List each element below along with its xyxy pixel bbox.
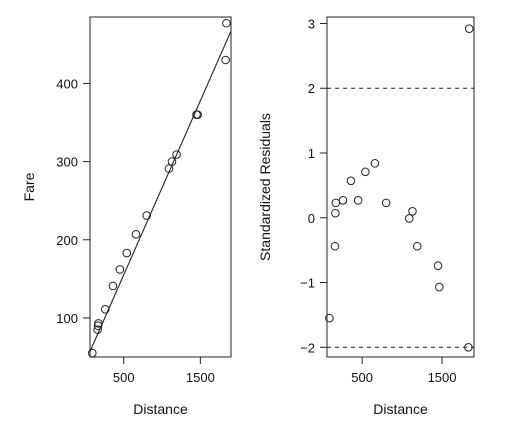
data-point bbox=[361, 167, 370, 177]
data-point bbox=[434, 282, 444, 292]
data-point bbox=[404, 214, 414, 223]
y-tick-label: −1 bbox=[300, 276, 315, 291]
y-tick-label: −2 bbox=[300, 340, 315, 355]
data-point bbox=[331, 198, 341, 208]
data-point bbox=[172, 150, 181, 159]
x-tick-label: 1500 bbox=[428, 370, 457, 385]
data-point bbox=[193, 110, 202, 120]
data-point bbox=[87, 348, 97, 358]
x-axis-title: Distance bbox=[133, 401, 188, 417]
data-point bbox=[370, 159, 380, 168]
data-point bbox=[346, 176, 356, 186]
data-point bbox=[464, 342, 473, 352]
data-point bbox=[93, 325, 102, 334]
y-tick-label: 300 bbox=[56, 155, 78, 170]
y-axis-title: Standardized Residuals bbox=[257, 113, 273, 261]
data-point bbox=[221, 55, 230, 65]
data-point bbox=[381, 198, 391, 208]
y-tick-label: 100 bbox=[56, 311, 78, 326]
data-point bbox=[331, 208, 340, 218]
y-tick-label: 400 bbox=[56, 76, 78, 91]
data-point bbox=[222, 18, 231, 28]
data-point bbox=[142, 211, 152, 220]
data-point bbox=[115, 265, 125, 274]
y-axis-title: Fare bbox=[21, 172, 37, 201]
y-tick-label: 200 bbox=[56, 233, 78, 248]
data-point bbox=[338, 195, 348, 205]
plot-frame bbox=[326, 16, 475, 358]
data-point bbox=[325, 313, 334, 323]
regression-line bbox=[89, 30, 232, 352]
data-point bbox=[108, 281, 118, 291]
y-tick-label: 1 bbox=[308, 146, 315, 161]
x-axis-title: Distance bbox=[373, 401, 428, 417]
x-tick-label: 500 bbox=[351, 370, 373, 385]
data-point bbox=[433, 261, 443, 270]
data-point bbox=[164, 164, 174, 173]
y-tick-label: 0 bbox=[308, 211, 315, 226]
x-tick-label: 1500 bbox=[186, 370, 215, 385]
data-point bbox=[330, 241, 340, 251]
data-point bbox=[101, 305, 110, 314]
data-point bbox=[353, 195, 363, 205]
data-point bbox=[131, 229, 141, 239]
data-point bbox=[122, 248, 132, 258]
data-point bbox=[464, 24, 474, 33]
data-point bbox=[412, 241, 422, 251]
y-tick-label: 3 bbox=[308, 16, 315, 31]
data-point bbox=[94, 319, 103, 328]
plot-frame bbox=[89, 16, 232, 358]
data-point bbox=[408, 206, 417, 216]
y-tick-label: 2 bbox=[308, 81, 315, 96]
fare-vs-distance-panel: 500 1500 100 200 300 400 Distance Fare bbox=[21, 16, 232, 417]
x-tick-label: 500 bbox=[113, 370, 135, 385]
residuals-vs-distance-panel: 500 1500 −2 −1 0 1 2 3 Distance Standardized Resi… bbox=[257, 16, 475, 417]
data-point bbox=[167, 157, 177, 166]
